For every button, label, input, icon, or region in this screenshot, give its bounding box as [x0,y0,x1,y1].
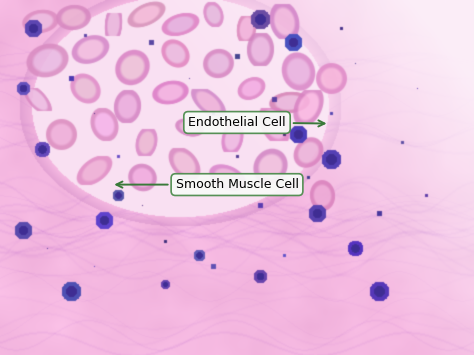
Text: Smooth Muscle Cell: Smooth Muscle Cell [116,178,299,191]
Text: Endothelial Cell: Endothelial Cell [188,116,325,129]
